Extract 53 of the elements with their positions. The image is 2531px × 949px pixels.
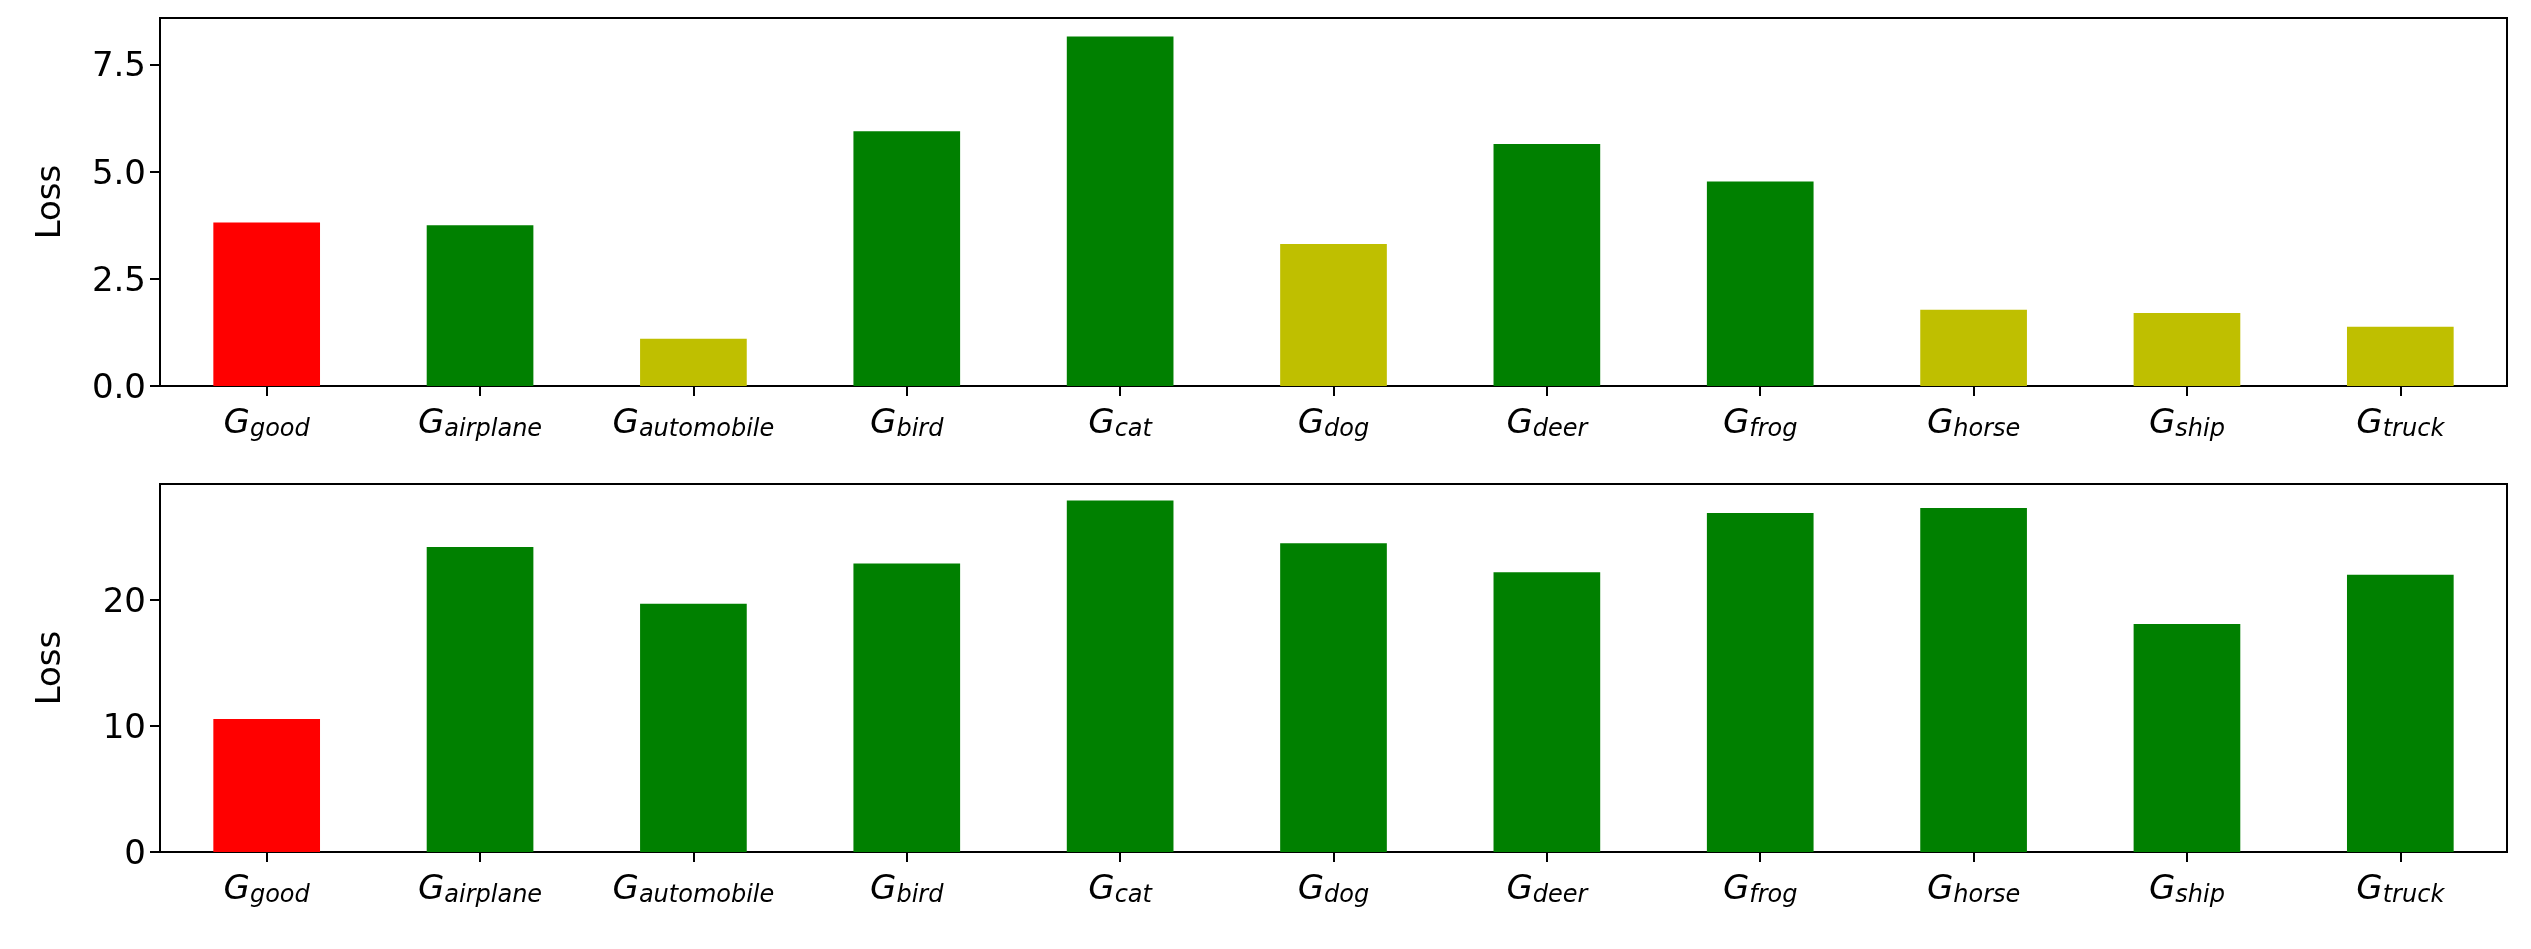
x-tick-label: Gcat (1088, 401, 1154, 442)
y-tick-label: 0.0 (91, 366, 146, 406)
bar (1706, 512, 1814, 852)
bar (1920, 309, 2027, 386)
x-tick-label: Ghorse (1926, 867, 2021, 908)
x-tick-label: Gfrog (1722, 867, 1798, 908)
x-tick-label: Gcat (1088, 867, 1154, 908)
bar (640, 603, 747, 852)
bar (853, 563, 961, 852)
x-tick-label: Gbird (870, 401, 945, 442)
x-tick-label: Gdeer (1506, 867, 1590, 908)
x-tick-label: Gfrog (1722, 401, 1798, 442)
x-tick-label: Ghorse (1926, 401, 2021, 442)
bar (1706, 181, 1814, 386)
x-tick-label: Gtruck (2356, 401, 2446, 442)
bar (1280, 543, 1387, 852)
bar (1066, 500, 1174, 852)
x-tick-label: Gdog (1297, 867, 1370, 908)
x-tick-label: Gtruck (2356, 867, 2446, 908)
y-axis-title: Loss (28, 630, 68, 706)
bar (1280, 244, 1387, 386)
bar (1493, 144, 1601, 386)
y-tick-label: 20 (102, 579, 146, 620)
x-tick-label: Gship (2148, 401, 2225, 442)
x-tick-label: Ggood (223, 867, 311, 908)
y-tick-label: 0 (124, 832, 146, 872)
bar (640, 338, 747, 386)
y-tick-label: 5.0 (91, 151, 146, 192)
bar (1493, 572, 1601, 852)
bar (426, 225, 534, 386)
x-tick-label: Gbird (870, 867, 945, 908)
x-tick-label: Gairplane (417, 401, 543, 442)
bar (213, 222, 321, 386)
x-tick-label: Ggood (223, 401, 311, 442)
y-tick-label: 10 (102, 705, 146, 746)
x-tick-label: Gdog (1297, 401, 1370, 442)
x-tick-label: Gship (2148, 867, 2225, 908)
bar (2133, 623, 2241, 852)
bar (2133, 313, 2241, 386)
bar (213, 719, 321, 852)
y-tick-label: 2.5 (91, 258, 146, 299)
y-tick-label: 7.5 (91, 44, 146, 85)
bar (853, 131, 961, 386)
y-axis-title: Loss (28, 164, 68, 240)
bar (2346, 326, 2454, 386)
bar (1920, 507, 2027, 852)
x-tick-label: Gautomobile (612, 401, 775, 442)
x-tick-label: Gdeer (1506, 401, 1590, 442)
x-tick-label: Gautomobile (612, 867, 775, 908)
bar (2346, 574, 2454, 852)
bar (1066, 36, 1174, 386)
x-tick-label: Gairplane (417, 867, 543, 908)
bar (426, 547, 534, 852)
